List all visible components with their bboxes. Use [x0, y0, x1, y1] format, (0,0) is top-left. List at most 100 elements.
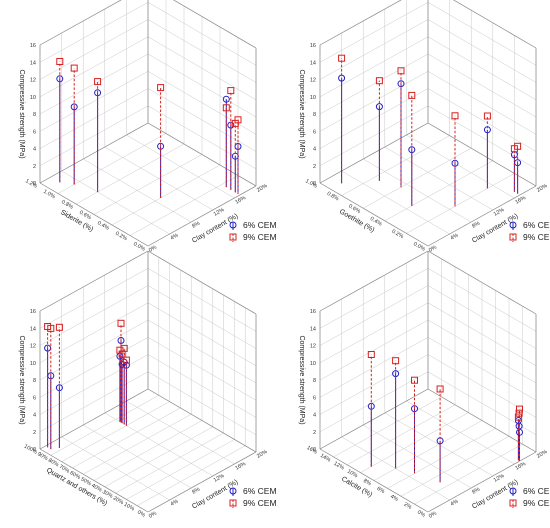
legend-label: 6% CEM	[243, 486, 277, 496]
series-cem-9	[44, 319, 130, 450]
x-tick-label: 16%	[234, 195, 247, 206]
z-axis-label: Compressive strength (MPa)	[18, 335, 25, 424]
floor-grid-line	[129, 175, 239, 236]
y-tick-label: 0.6%	[347, 203, 361, 215]
axis-box-edge	[319, 182, 429, 247]
legend-label: 6% CEM	[523, 486, 550, 496]
z-tick-label: 8	[313, 378, 316, 384]
back-wall-grid-line	[319, 319, 429, 381]
y-tick-label: 16%	[305, 445, 318, 456]
x-tick-label: 20%	[536, 449, 549, 460]
z-tick-label: 2	[33, 430, 36, 436]
z-tick-label: 4	[313, 413, 316, 419]
x-tick-label: 4%	[170, 233, 180, 242]
z-tick-label: 6	[313, 129, 316, 135]
y-tick-label: 2%	[403, 502, 413, 511]
legend-label: 9% CEM	[243, 232, 277, 242]
side-wall-grid-line	[147, 2, 257, 66]
x-tick-label: 0%	[428, 245, 438, 254]
legend-label: 9% CEM	[523, 232, 550, 242]
data-point	[116, 346, 124, 354]
data-point	[122, 356, 130, 364]
side-wall-grid-line	[427, 302, 537, 367]
y-tick-label: 1.0%	[304, 178, 318, 190]
x-tick-label: 8%	[471, 221, 481, 230]
y-tick-label: 70%	[58, 464, 71, 475]
z-tick-label: 10	[30, 361, 36, 367]
y-tick-label: 0.4%	[96, 220, 110, 232]
z-tick-label: 12	[310, 78, 316, 84]
legend-entry-cem-6: 6% CEM	[229, 486, 277, 496]
legend-entry-cem-9: 9% CEM	[229, 232, 277, 242]
axis-box-edge	[39, 448, 149, 513]
z-tick-label: 4	[33, 413, 36, 419]
z-tick-label: 10	[30, 95, 36, 101]
data-point	[157, 84, 165, 92]
x-tick-label: 4%	[450, 499, 460, 508]
y-tick-label: 50%	[79, 477, 92, 488]
y-tick-label: 0%	[416, 510, 426, 519]
y-tick-label: 40%	[90, 483, 103, 494]
x-tick-label: 4%	[170, 499, 180, 508]
floor-grid-line	[93, 154, 203, 215]
x-tick-label: 16%	[234, 461, 247, 472]
data-point	[118, 350, 126, 358]
y-tick-label: 10%	[346, 469, 359, 480]
floor-grid-line	[57, 133, 167, 194]
floor-grid-line	[126, 439, 235, 500]
z-tick-label: 0	[313, 447, 316, 453]
side-wall-grid-line	[147, 337, 257, 401]
y-tick-label: 0.2%	[114, 231, 128, 243]
z-tick-label: 14	[30, 60, 36, 66]
legend-label: 6% CEM	[523, 220, 550, 230]
x-tick-label: 0%	[428, 511, 438, 520]
x-tick-label: 20%	[256, 449, 269, 460]
z-tick-label: 6	[33, 129, 36, 135]
data-point	[411, 376, 418, 384]
legend-marker	[229, 487, 237, 495]
legend-label: 9% CEM	[243, 498, 277, 508]
z-tick-label: 4	[313, 147, 316, 153]
z-tick-label: 10	[310, 95, 316, 101]
data-point	[516, 405, 523, 413]
floor-grid-line	[333, 396, 442, 458]
data-point	[222, 95, 230, 103]
y-tick-label: 10%	[123, 502, 136, 513]
back-wall-grid-line	[319, 337, 429, 398]
back-wall-grid-line	[39, 285, 149, 346]
x-tick-label: 12%	[493, 473, 506, 484]
series-cem-6	[56, 75, 242, 198]
y-tick-label: 0.8%	[60, 199, 74, 211]
legend-entry-cem-9: 9% CEM	[509, 232, 550, 242]
back-wall-grid-line	[319, 302, 429, 364]
back-wall-grid-line	[39, 88, 149, 149]
legend-marker	[229, 221, 237, 229]
axis-box-edge	[147, 451, 257, 513]
axis-box-edge	[147, 250, 257, 315]
data-point	[222, 104, 230, 112]
floor-grid-line	[72, 407, 181, 469]
chart-panel-3: 02468101214160%10%20%30%40%50%60%70%80%9…	[18, 250, 277, 520]
z-tick-label: 0	[33, 447, 36, 453]
z-tick-label: 10	[310, 361, 316, 367]
y-tick-label: 20%	[112, 495, 125, 506]
legend-entry-cem-6: 6% CEM	[229, 220, 277, 230]
back-wall-grid-line	[319, 268, 429, 329]
legend-marker	[229, 233, 237, 241]
floor-grid-line	[346, 404, 456, 466]
legend: 6% CEM 9% CEM	[509, 486, 550, 508]
z-axis-label: Compressive strength (MPa)	[18, 69, 25, 158]
series-cem-6	[367, 370, 523, 483]
y-tick-label: 1.0%	[42, 189, 56, 201]
data-point	[375, 77, 383, 85]
z-tick-label: 12	[30, 344, 36, 350]
axis-box-edge	[39, 388, 149, 450]
legend: 6% CEM 9% CEM	[229, 486, 277, 508]
axis-box-edge	[319, 122, 429, 184]
axis-box-edge	[39, 0, 122, 46]
data-point	[70, 64, 78, 72]
back-wall-grid-line	[39, 105, 149, 167]
side-wall-grid-line	[427, 105, 537, 170]
axis-box-edge	[427, 185, 537, 247]
back-wall-grid-line	[319, 354, 429, 415]
